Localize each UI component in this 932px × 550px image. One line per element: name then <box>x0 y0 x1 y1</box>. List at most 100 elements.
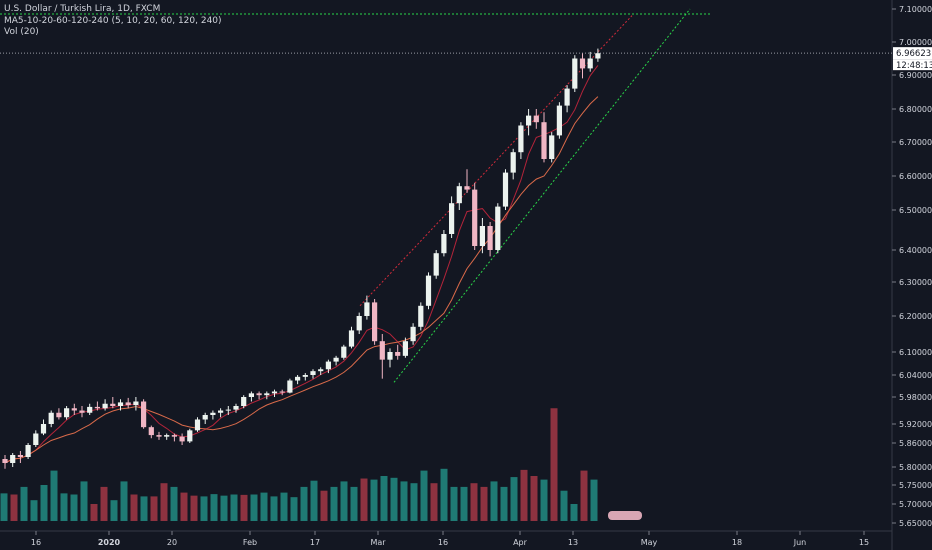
candle-body <box>10 455 16 463</box>
candle-body <box>164 435 170 437</box>
candle-body <box>71 408 77 411</box>
candle-body <box>33 433 39 445</box>
candle-body <box>433 253 439 276</box>
candle-body <box>302 375 308 377</box>
price-tick-label: 6.50000 <box>899 206 932 215</box>
price-tags: 6.96623 12:48:13 <box>0 47 932 71</box>
candle-body <box>410 326 416 342</box>
price-tick-label: 5.70000 <box>899 500 932 509</box>
volume-bar <box>580 470 588 521</box>
candle-body <box>510 152 516 173</box>
time-tick-label: 17 <box>310 538 320 547</box>
volume-bar <box>60 493 68 521</box>
time-tick-label: Feb <box>243 538 257 547</box>
price-tick-label: 6.90000 <box>899 71 932 80</box>
price-tick-label: 6.80000 <box>899 105 932 114</box>
candle-body <box>425 275 432 306</box>
volume-bar <box>270 496 278 521</box>
time-tick-label: 16 <box>438 538 448 547</box>
volume-bar <box>590 479 598 521</box>
candle-body <box>2 459 8 463</box>
time-tick-label: 15 <box>859 538 869 547</box>
candle-body <box>117 402 124 406</box>
volume-indicator-label[interactable]: Vol (20) <box>4 27 39 37</box>
candle-body <box>171 435 177 437</box>
volume-bar <box>350 486 358 521</box>
volume-bar <box>50 470 58 521</box>
candle-body <box>194 419 201 431</box>
price-tick-label: 6.04000 <box>899 371 932 380</box>
ma-indicator-label[interactable]: MA5-10-20-60-120-240 (5, 10, 20, 60, 120… <box>4 15 222 26</box>
candle-body <box>372 302 378 342</box>
volume-bar <box>540 479 548 521</box>
candle-body <box>479 226 485 246</box>
candle-body <box>572 58 578 89</box>
last-price-tag <box>893 47 932 60</box>
time-tick-label: 2020 <box>98 538 121 547</box>
candle-body <box>287 380 293 393</box>
candle-body <box>579 58 586 69</box>
price-tick-label: 5.80000 <box>899 463 932 472</box>
candle-body <box>518 125 524 153</box>
volume-bar <box>570 504 578 521</box>
volume-bar <box>170 486 178 521</box>
trend-lines[interactable] <box>0 8 710 383</box>
candle-body <box>348 330 355 347</box>
volume-bar <box>430 483 438 521</box>
candle-body <box>387 352 393 360</box>
candle-body <box>564 88 570 106</box>
volume-bar <box>440 468 448 521</box>
candle-body <box>233 406 239 410</box>
ma-10-line <box>4 96 599 464</box>
lower-channel-line <box>393 8 691 383</box>
price-tick-label: 5.65000 <box>899 519 932 528</box>
candle-body <box>102 403 108 409</box>
candle-body <box>402 341 408 356</box>
price-tick-label: 6.30000 <box>899 278 932 287</box>
volume-bar <box>130 494 138 521</box>
volume-bar <box>360 478 368 521</box>
volume-bar <box>180 492 188 521</box>
volume-bar <box>310 480 318 521</box>
volume-bar <box>140 496 148 521</box>
volume-bar <box>120 481 128 521</box>
candle-body <box>310 371 316 375</box>
time-axis[interactable]: 16 2020 20 Feb 17 Mar 16 Apr 13 May 18 Jun 15 <box>31 531 869 547</box>
candle-body <box>187 430 193 442</box>
time-tick-label: 20 <box>167 538 177 547</box>
volume-bar <box>510 477 518 521</box>
price-tick-label: 7.00000 <box>899 38 932 47</box>
candle-body <box>364 302 370 316</box>
candle-body <box>48 412 54 424</box>
candle-body <box>502 172 509 207</box>
ma-5-line <box>4 65 599 464</box>
candle-body <box>595 53 601 59</box>
volume-bar <box>400 481 408 521</box>
volume-bar <box>550 408 558 521</box>
volume-bar <box>520 469 528 521</box>
volume-bar <box>480 486 488 521</box>
candles <box>2 48 601 469</box>
volume-bar <box>300 486 308 521</box>
volume-bar <box>450 486 458 521</box>
candle-body <box>441 234 447 254</box>
candle-body <box>325 361 331 370</box>
candle-body <box>379 341 385 360</box>
volume-bar <box>160 483 168 521</box>
price-tick-label: 6.70000 <box>899 138 932 147</box>
candle-body <box>549 135 555 159</box>
volume-bar <box>410 483 418 521</box>
volume-bar <box>280 492 288 521</box>
last-price-label: 6.96623 <box>896 49 931 59</box>
volume-bar <box>500 486 508 521</box>
symbol-title[interactable]: U.S. Dollar / Turkish Lira, 1D, FXCM <box>4 4 161 14</box>
candle-body <box>587 58 593 69</box>
price-axis[interactable]: 7.10000 7.00000 6.90000 6.80000 6.70000 6.600… <box>892 5 932 528</box>
candle-body <box>256 393 262 396</box>
volume-bar <box>150 496 158 521</box>
volume-bar <box>390 477 398 521</box>
time-tick-label: 16 <box>31 538 41 547</box>
candle-body <box>133 401 139 406</box>
candle-body <box>295 376 301 381</box>
